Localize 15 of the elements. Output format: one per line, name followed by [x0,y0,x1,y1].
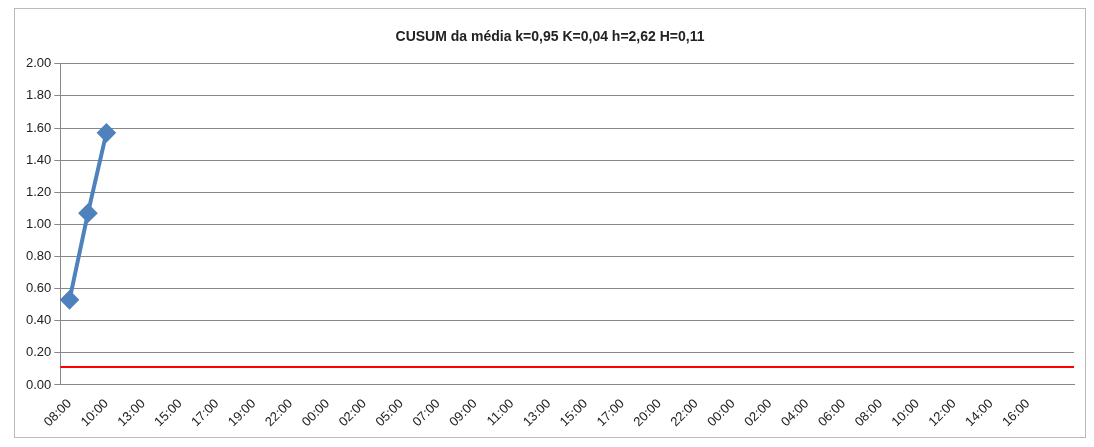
y-tick-label: 1.20 [25,183,52,199]
y-tick-label: 0.00 [25,376,52,392]
point [97,123,116,142]
point [78,204,97,223]
y-tick-label: 0.40 [25,312,52,328]
y-tick-label: 0.20 [25,344,52,360]
point [60,290,79,309]
y-tick-label: 0.80 [25,248,52,264]
y-tick-label: 1.60 [25,119,52,135]
chart-title: CUSUM da média k=0,95 K=0,04 h=2,62 H=0,11 [395,28,705,45]
y-tick-label: 1.00 [25,215,52,231]
y-tick-label: 1.40 [25,151,52,167]
y-tick-label: 2.00 [25,55,52,71]
y-tick-label: 0.60 [25,280,52,296]
y-tick-label: 1.80 [25,87,52,103]
